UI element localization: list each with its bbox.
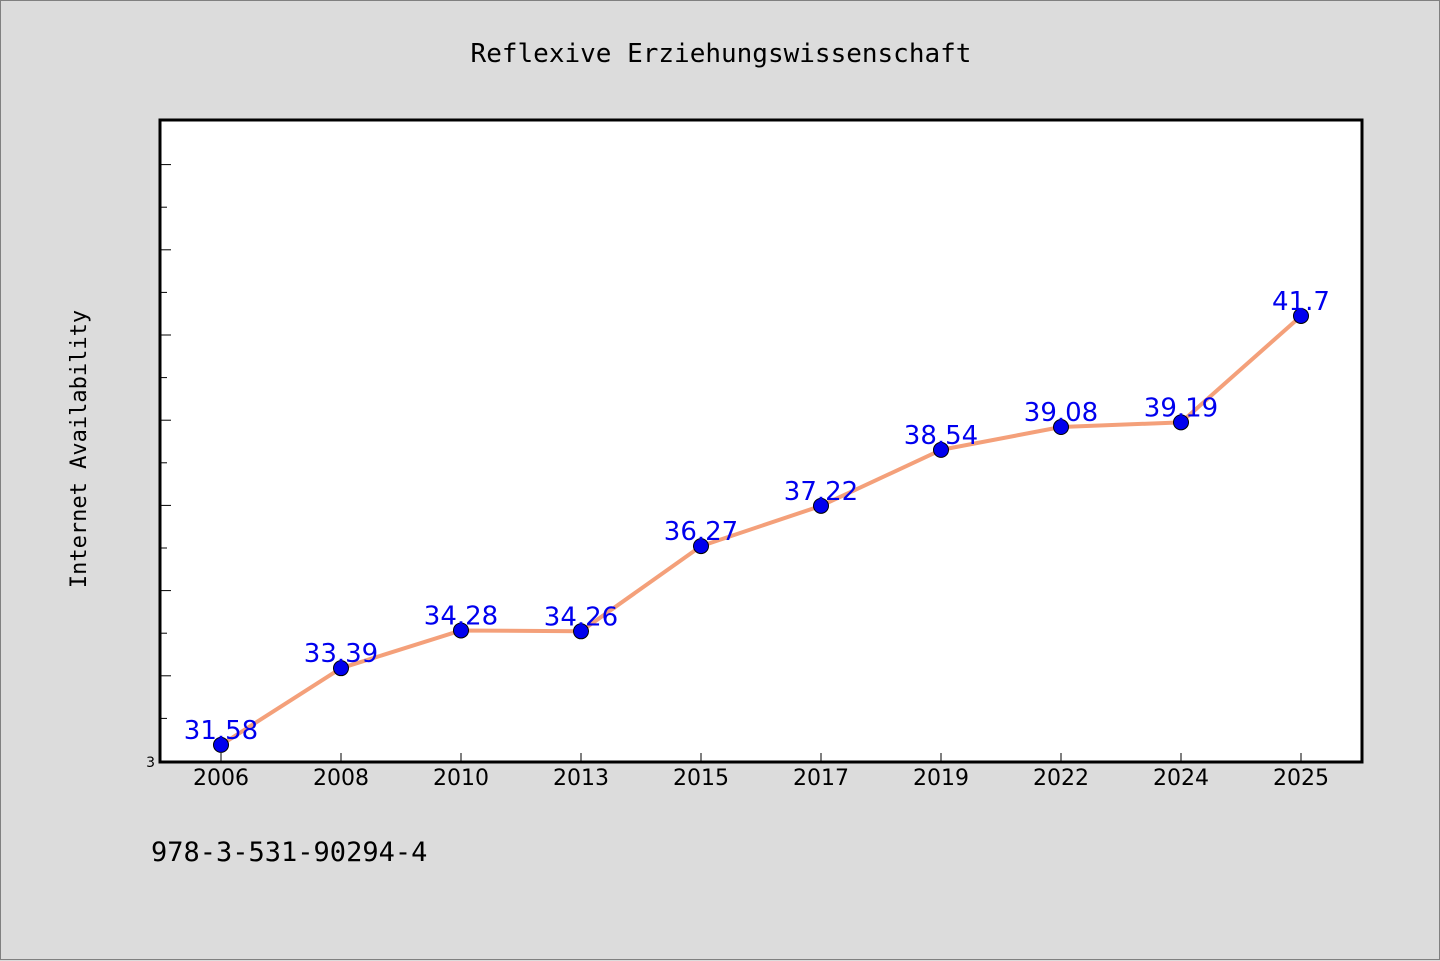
x-tick-label: 2022 xyxy=(1033,766,1089,791)
data-label: 36.27 xyxy=(664,517,738,547)
data-point xyxy=(213,736,229,753)
data-point xyxy=(693,538,709,555)
y-tick-label: 3 xyxy=(146,755,155,771)
data-label: 31.58 xyxy=(184,716,258,746)
x-tick-label: 2013 xyxy=(553,766,609,791)
data-point xyxy=(1173,414,1189,431)
x-tick-label: 2019 xyxy=(913,766,969,791)
y-axis-label: Internet Availability xyxy=(67,310,92,588)
data-label: 39.19 xyxy=(1144,393,1218,423)
chart-title: Reflexive Erziehungswissenschaft xyxy=(471,39,972,69)
x-tick-label: 2015 xyxy=(673,766,729,791)
data-point xyxy=(1053,419,1069,436)
series-line xyxy=(219,313,1303,747)
data-label: 38.54 xyxy=(904,421,978,451)
data-point xyxy=(1293,307,1309,324)
x-tick-label: 2024 xyxy=(1153,766,1209,791)
y-axis-ticks: 3 xyxy=(146,164,171,771)
x-tick-label: 2008 xyxy=(313,766,369,791)
x-tick-label: 2017 xyxy=(793,766,849,791)
data-point xyxy=(933,441,949,458)
data-point xyxy=(813,497,829,514)
data-label: 39.08 xyxy=(1024,398,1098,428)
x-tick-label: 2006 xyxy=(193,766,249,791)
data-label: 34.28 xyxy=(424,601,498,631)
data-label: 41.7 xyxy=(1272,287,1330,317)
data-label: 33.39 xyxy=(304,639,378,669)
isbn-text: 978-3-531-90294-4 xyxy=(151,837,428,868)
data-point xyxy=(333,660,349,677)
data-series xyxy=(213,307,1309,753)
x-tick-label: 2010 xyxy=(433,766,489,791)
data-point xyxy=(573,623,589,640)
x-axis-ticks: 2006 2008 2010 2013 2015 2017 2019 2022 2024 2025 xyxy=(193,753,1329,791)
data-label: 34.26 xyxy=(544,602,618,632)
x-tick-label: 2025 xyxy=(1273,766,1329,791)
data-labels: 31.58 33.39 34.28 34.26 36.27 37.22 38.54 39.08… xyxy=(184,287,1330,746)
data-point xyxy=(453,622,469,639)
plot-area xyxy=(158,118,1364,764)
data-label: 37.22 xyxy=(784,477,858,507)
